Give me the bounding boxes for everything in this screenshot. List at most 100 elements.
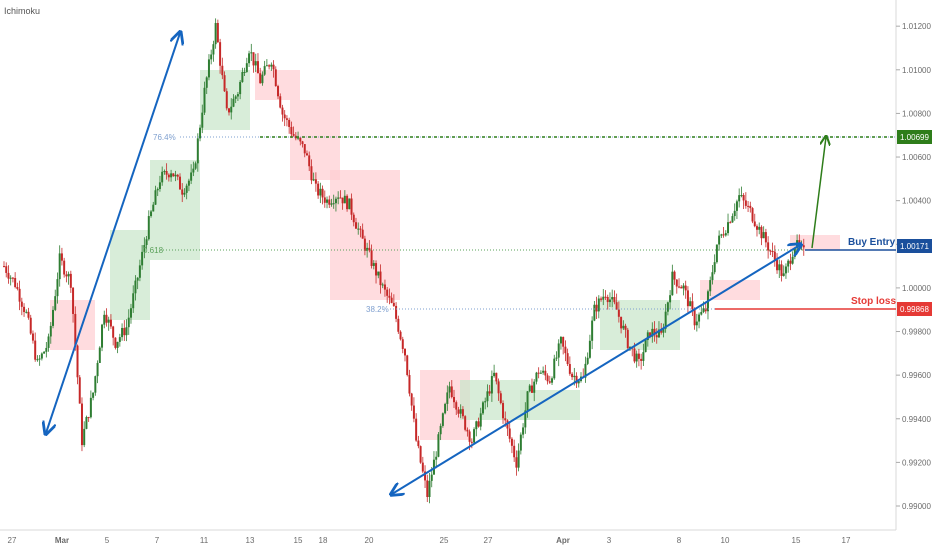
candle-body (395, 305, 398, 319)
candle-body (326, 199, 329, 203)
time-axis: 27 Mar 5 7 11 13 15 18 20 25 27 Apr 3 8 10 15 17 (8, 536, 851, 545)
candle-body (323, 197, 326, 203)
candle-body (328, 199, 331, 205)
cloud-patch (520, 390, 580, 420)
candle-body (94, 376, 97, 393)
candle-body (129, 308, 132, 318)
candle-body (248, 53, 251, 64)
candle-body (341, 197, 344, 204)
candle-body (123, 327, 126, 336)
target-arrow[interactable] (811, 137, 826, 249)
candle-body (383, 284, 386, 290)
candle-body (633, 348, 636, 362)
candle-body (410, 393, 413, 406)
candle-body (116, 341, 119, 348)
candle-body (161, 171, 164, 183)
candle-body (138, 265, 141, 278)
impulse-trend-arrow[interactable] (46, 33, 180, 433)
candle-body (319, 188, 322, 196)
candle-body (109, 319, 112, 327)
candle-body (497, 381, 500, 394)
candle-body (348, 198, 351, 210)
candle-body (63, 260, 66, 275)
candle-body (18, 288, 21, 302)
candle-body (196, 138, 199, 164)
price-tick-label: 0.99400 (902, 415, 931, 424)
candle-body (354, 222, 357, 229)
candle-body (274, 69, 277, 87)
candle-body (67, 273, 70, 277)
candle-body (517, 450, 520, 468)
candle-body (134, 280, 137, 294)
candle-body (357, 228, 360, 230)
candle-body (89, 397, 92, 418)
candle-body (377, 271, 380, 276)
candle-body (751, 208, 754, 222)
candle-body (461, 409, 464, 417)
time-tick-label: 25 (440, 536, 449, 545)
candle-body (530, 385, 533, 393)
candle-body (7, 272, 10, 279)
candle-body (390, 297, 393, 303)
candle-body (49, 325, 52, 337)
candle-body (528, 385, 531, 392)
candle-body (490, 376, 493, 394)
candle-body (23, 306, 26, 313)
candle-body (87, 417, 90, 419)
candle-body (259, 73, 262, 84)
candle-body (265, 65, 268, 67)
candle-body (744, 200, 747, 206)
candle-body (20, 301, 23, 307)
candle-body (69, 273, 72, 288)
candle-body (753, 221, 756, 227)
candle-body (187, 180, 190, 186)
candle-body (626, 329, 629, 349)
candle-body (802, 245, 805, 248)
candle-body (417, 440, 420, 447)
candle-body (98, 347, 101, 363)
candle-body (573, 375, 576, 378)
fib-label-618: 0.618 (143, 246, 164, 255)
candle-body (624, 325, 627, 330)
candle-body (673, 271, 676, 280)
candle-body (568, 364, 571, 374)
candle-body (243, 71, 246, 73)
candle-body (65, 274, 68, 277)
candle-body (548, 381, 551, 383)
indicator-label: Ichimoku (4, 6, 41, 16)
candle-body (214, 22, 217, 45)
time-tick-label: 27 (484, 536, 493, 545)
candle-body (758, 226, 761, 230)
candle-body (566, 353, 569, 365)
candle-body (92, 392, 95, 398)
candle-body (755, 226, 758, 230)
candle-body (669, 295, 672, 303)
candle-body (254, 61, 257, 66)
price-tick-label: 1.00800 (902, 109, 931, 118)
candle-body (392, 302, 395, 306)
candle-body (542, 370, 545, 373)
candle-body (14, 277, 17, 288)
ascending-trendline[interactable] (392, 245, 800, 494)
candle-body (294, 135, 297, 139)
candle-body (588, 340, 591, 358)
candle-body (305, 153, 308, 156)
candle-body (435, 456, 438, 460)
candle-body (60, 253, 63, 261)
candle-body (72, 287, 75, 314)
candle-body (5, 266, 8, 273)
candle-body (428, 480, 431, 498)
candle-body (330, 203, 333, 205)
time-tick-label: 27 (8, 536, 17, 545)
stop-price-tag (897, 302, 932, 316)
candle-body (453, 397, 456, 403)
candle-body (288, 119, 291, 127)
price-axis: 1.012001.010001.008001.006001.004001.002… (896, 22, 931, 511)
candle-body (655, 335, 658, 338)
candle-body (43, 351, 46, 354)
candle-body (608, 299, 611, 303)
candle-body (715, 244, 718, 263)
candle-body (613, 297, 616, 303)
